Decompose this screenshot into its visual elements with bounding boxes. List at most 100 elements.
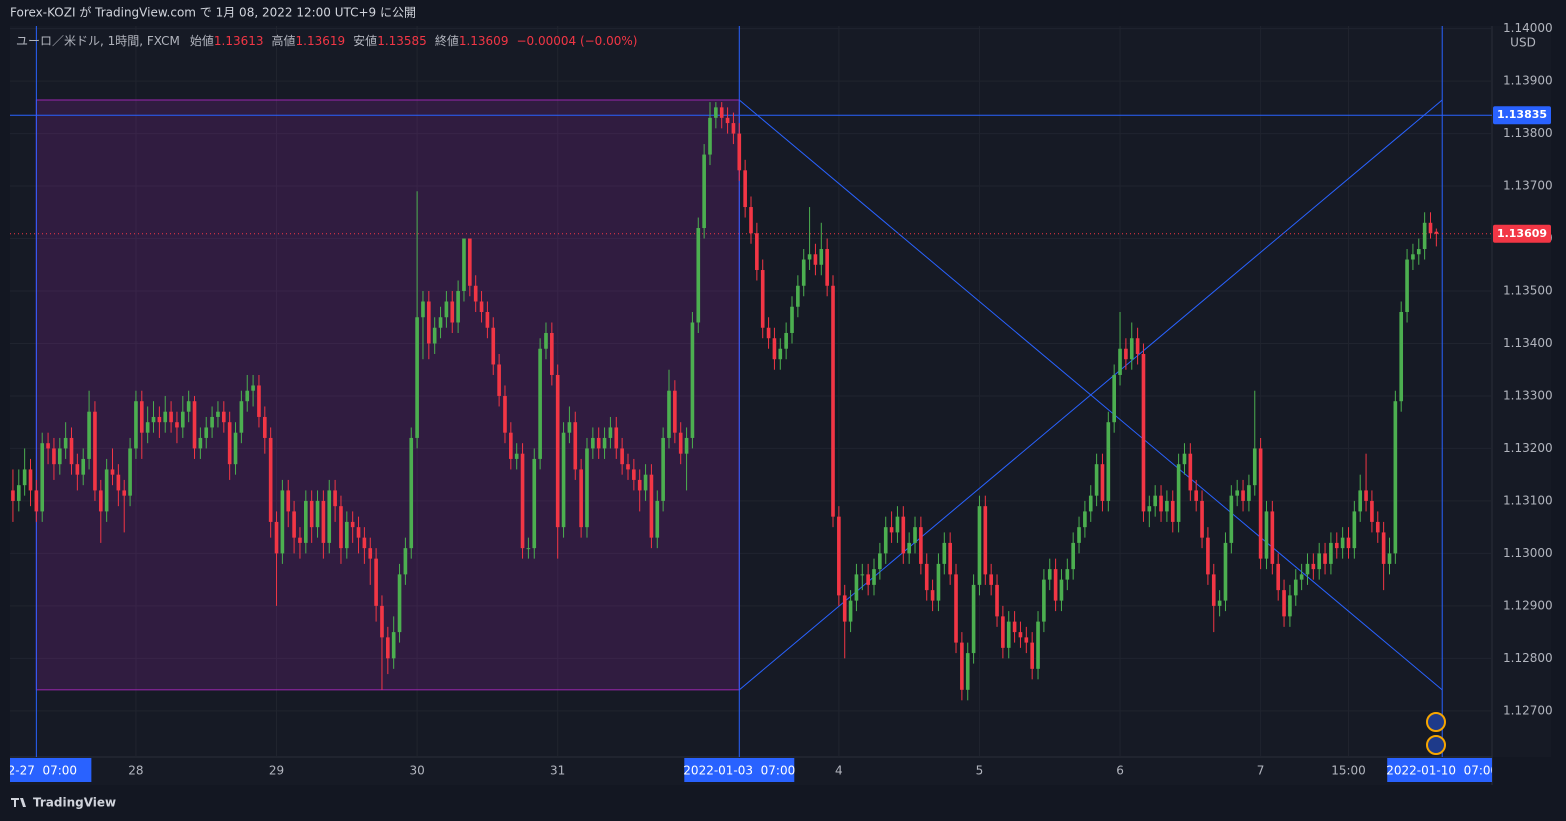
candle-body bbox=[831, 285, 835, 517]
candle-body bbox=[772, 338, 777, 360]
candle-body bbox=[485, 311, 490, 328]
candle-body bbox=[796, 285, 800, 307]
candle-body bbox=[1006, 621, 1011, 648]
candle-body bbox=[1159, 495, 1163, 512]
candle-body bbox=[977, 506, 982, 585]
candle-body bbox=[579, 469, 583, 528]
candle-body bbox=[567, 422, 572, 433]
candle-body bbox=[104, 469, 109, 512]
candle-body bbox=[427, 301, 431, 344]
candle-body bbox=[280, 490, 285, 554]
candle-body bbox=[186, 401, 191, 412]
candle-body bbox=[175, 422, 179, 428]
candle-body bbox=[837, 516, 841, 596]
axes: 1.12700 1.12800 1.12900 1.13000 1.13100 1.132… bbox=[10, 21, 1553, 782]
candle-body bbox=[854, 574, 859, 601]
candle-body bbox=[1422, 222, 1427, 250]
candle-body bbox=[673, 390, 677, 433]
low-label: 安値 bbox=[353, 33, 377, 48]
candle-body bbox=[1059, 579, 1064, 601]
candle-body bbox=[157, 416, 162, 423]
candle-body bbox=[1012, 621, 1017, 633]
candle-body bbox=[321, 500, 326, 543]
candle-body bbox=[1416, 249, 1421, 255]
candle-body bbox=[1118, 348, 1122, 375]
candle-body bbox=[538, 348, 542, 459]
candle-body bbox=[1411, 254, 1415, 260]
candle-body bbox=[1311, 563, 1316, 570]
candle-body bbox=[497, 364, 501, 396]
candle-body bbox=[737, 133, 742, 171]
x-tick-label: 5 bbox=[976, 764, 984, 778]
candle-body bbox=[643, 474, 648, 491]
y-tick-label: 1.13300 bbox=[1503, 388, 1553, 402]
candle-body bbox=[233, 432, 238, 465]
candle-body bbox=[919, 527, 923, 564]
candle-body bbox=[755, 233, 759, 271]
candle-body bbox=[75, 464, 80, 475]
candle-body bbox=[1276, 563, 1281, 591]
candle-body bbox=[585, 448, 589, 528]
candle-body bbox=[1030, 642, 1034, 669]
price-label: 1.13835 bbox=[1497, 108, 1547, 121]
candle-body bbox=[1129, 338, 1134, 360]
candle-body bbox=[971, 584, 976, 654]
candle-body bbox=[198, 437, 203, 449]
candle-body bbox=[1387, 553, 1392, 564]
candle-body bbox=[350, 521, 355, 528]
candle-body bbox=[842, 595, 847, 622]
candle-body bbox=[632, 469, 636, 480]
candle-body bbox=[924, 563, 929, 591]
candle-body bbox=[386, 637, 390, 659]
candle-body bbox=[766, 327, 771, 339]
candle-body bbox=[1176, 464, 1181, 522]
time-marker-bg bbox=[10, 758, 92, 782]
candle-body bbox=[1100, 464, 1105, 501]
candle-body bbox=[251, 385, 255, 391]
candle-body bbox=[1340, 537, 1345, 549]
event-icon[interactable] bbox=[1426, 712, 1446, 732]
candle-body bbox=[778, 348, 783, 360]
candle-body bbox=[1252, 448, 1257, 486]
candle-body bbox=[1375, 521, 1380, 533]
candle-body bbox=[678, 432, 683, 454]
event-icon[interactable] bbox=[1426, 735, 1446, 755]
candle-body bbox=[1071, 542, 1075, 570]
candle-body bbox=[1112, 374, 1116, 423]
candle-body bbox=[561, 432, 566, 528]
candle-body bbox=[339, 506, 343, 549]
x-tick-label: 7 bbox=[1257, 764, 1265, 778]
candle-body bbox=[819, 249, 824, 265]
candle-body bbox=[116, 474, 121, 491]
candle-body bbox=[965, 653, 970, 690]
price-label: 1.13609 bbox=[1497, 227, 1547, 240]
candle-body bbox=[380, 605, 384, 638]
candle-body bbox=[216, 411, 220, 417]
candle-body bbox=[696, 228, 701, 323]
candle-body bbox=[362, 537, 367, 549]
candle-body bbox=[702, 154, 706, 229]
candle-body bbox=[333, 490, 337, 507]
candle-body bbox=[274, 521, 279, 554]
close-label: 終値 bbox=[435, 33, 459, 48]
candle-body bbox=[602, 437, 607, 449]
candle-body bbox=[1305, 563, 1310, 575]
time-marker-bg bbox=[684, 758, 795, 782]
candle-body bbox=[596, 437, 601, 449]
candle-body bbox=[1370, 500, 1374, 522]
candle-body bbox=[87, 411, 91, 459]
candle-body bbox=[204, 427, 209, 438]
candle-body bbox=[16, 485, 21, 501]
candle-body bbox=[1299, 574, 1304, 580]
candle-body bbox=[514, 453, 519, 459]
candle-body bbox=[731, 123, 736, 134]
event-icons bbox=[1426, 712, 1446, 755]
candle-body bbox=[1393, 401, 1398, 554]
candle-body bbox=[1323, 553, 1327, 564]
change: −0.00004 (−0.00%) bbox=[516, 34, 637, 48]
candle-body bbox=[444, 301, 449, 318]
candle-body bbox=[1147, 506, 1152, 512]
candle-body bbox=[210, 416, 214, 428]
candle-body bbox=[69, 437, 74, 465]
